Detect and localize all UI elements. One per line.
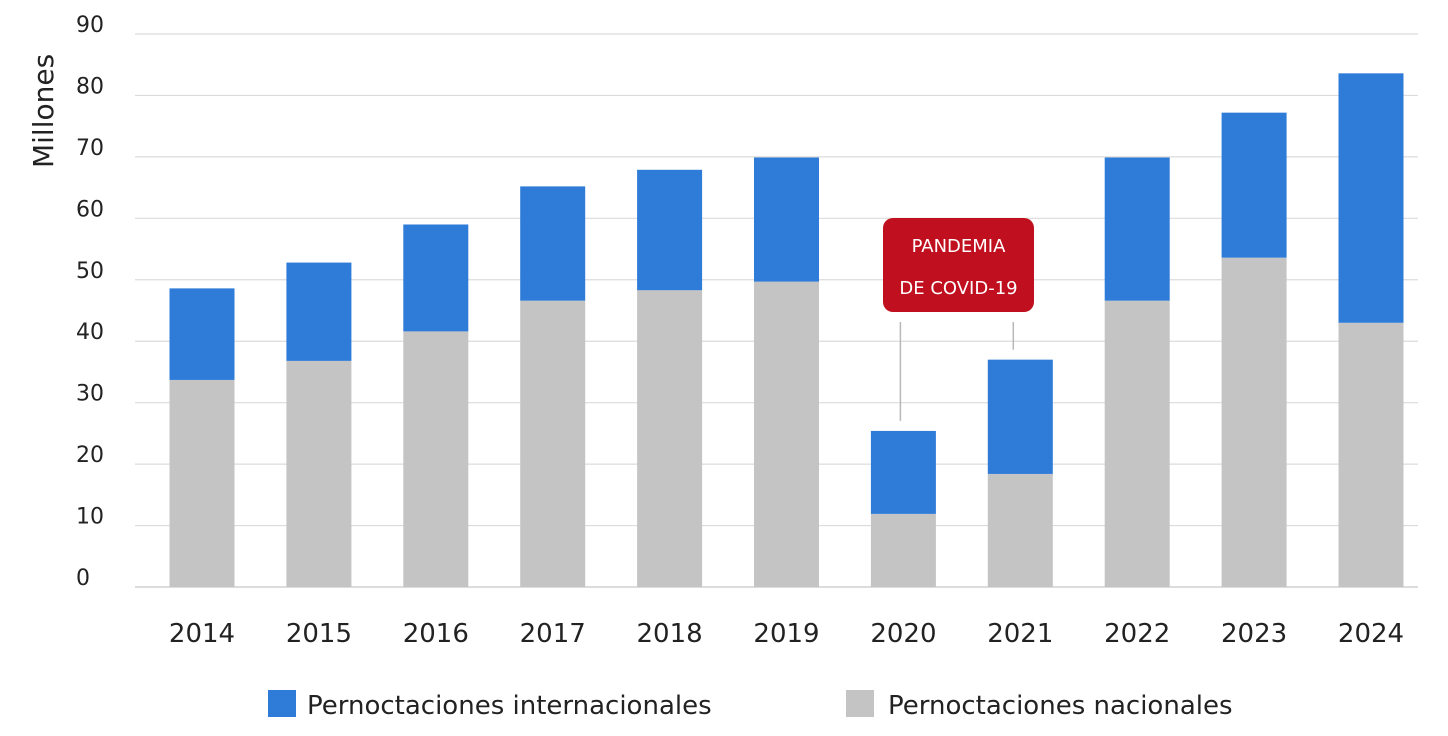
bar-nacionales-2017 (520, 300, 586, 587)
bar-internacionales-2017 (520, 186, 586, 301)
y-tick-label: 20 (76, 443, 104, 468)
bar-internacionales-2016 (403, 224, 469, 332)
y-tick-label: 90 (76, 13, 104, 38)
y-tick-label: 80 (76, 74, 104, 99)
legend-swatch (846, 690, 874, 717)
bar-internacionales-2023 (1221, 112, 1287, 258)
x-tick-label: 2016 (403, 619, 469, 649)
bar-nacionales-2020 (870, 513, 936, 587)
x-axis-ticks: 2014 2015 2016 2017 2018 2019 2020 2021 2022 2023… (169, 619, 1404, 649)
bar-nacionales-2014 (169, 379, 235, 587)
bar-internacionales-2018 (637, 169, 703, 291)
bar-nacionales-2021 (987, 473, 1053, 587)
bar-nacionales-2018 (637, 290, 703, 587)
legend-swatch (268, 690, 296, 717)
bar-internacionales-2021 (987, 359, 1053, 474)
legend: Pernoctaciones internacionales Pernoctaci… (268, 690, 1233, 721)
bar-nacionales-2024 (1338, 322, 1404, 587)
x-tick-label: 2022 (1104, 619, 1170, 649)
x-tick-label: 2015 (286, 619, 352, 649)
x-tick-label: 2014 (169, 619, 235, 649)
y-tick-label: 70 (76, 136, 104, 161)
bar-nacionales-2016 (403, 331, 469, 587)
x-tick-label: 2023 (1221, 619, 1287, 649)
bar-internacionales-2014 (169, 288, 235, 380)
bar-nacionales-2015 (286, 360, 352, 587)
x-tick-label: 2021 (987, 619, 1053, 649)
x-tick-label: 2017 (520, 619, 586, 649)
bar-internacionales-2024 (1338, 73, 1404, 323)
annotation-text: PANDEMIA (912, 236, 1007, 257)
y-axis-ticks: 0 10 20 30 40 50 60 70 80 90 (76, 13, 104, 591)
y-tick-label: 30 (76, 382, 104, 407)
y-tick-label: 0 (76, 566, 90, 591)
y-tick-label: 10 (76, 505, 104, 530)
y-tick-label: 40 (76, 320, 104, 345)
y-axis-label: Millones (27, 54, 60, 168)
bar-nacionales-2023 (1221, 257, 1287, 587)
legend-label: Pernoctaciones internacionales (307, 691, 712, 721)
bar-layer (169, 73, 1404, 587)
bar-internacionales-2020 (870, 430, 936, 514)
x-tick-label: 2020 (870, 619, 936, 649)
x-tick-label: 2024 (1338, 619, 1404, 649)
annotation-box (883, 218, 1034, 312)
x-tick-label: 2019 (753, 619, 819, 649)
bar-internacionales-2022 (1104, 157, 1170, 301)
bar-nacionales-2022 (1104, 300, 1170, 587)
annotation-text: DE COVID-19 (899, 278, 1017, 299)
bar-nacionales-2019 (754, 281, 819, 587)
bar-internacionales-2015 (286, 262, 352, 361)
x-tick-label: 2018 (637, 619, 703, 649)
legend-label: Pernoctaciones nacionales (888, 691, 1233, 721)
covid-annotation: PANDEMIA DE COVID-19 (883, 218, 1034, 421)
y-tick-label: 50 (76, 259, 104, 284)
bar-internacionales-2019 (754, 157, 819, 282)
y-tick-label: 60 (76, 197, 104, 222)
